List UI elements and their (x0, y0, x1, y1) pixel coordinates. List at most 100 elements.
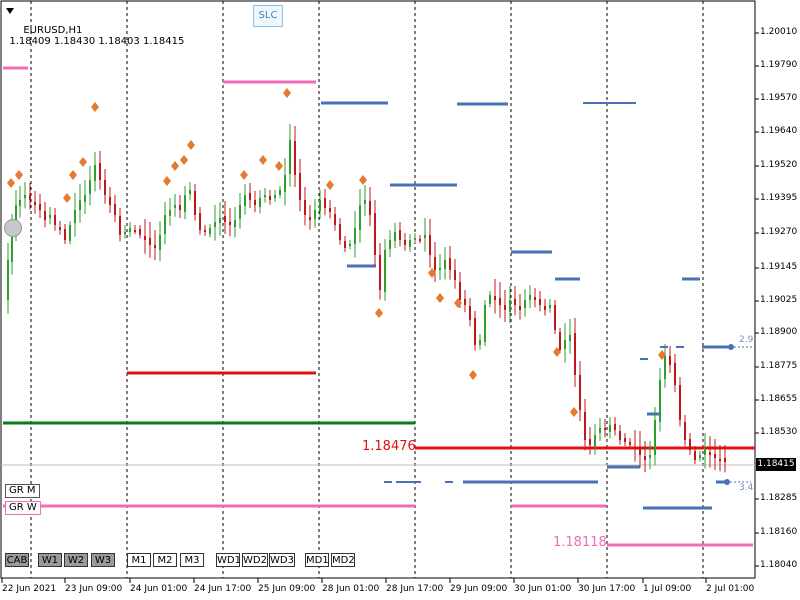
x-axis-label: 24 Jun 17:00 (194, 584, 252, 594)
vertical-gridlines (30, 1, 704, 578)
candle (344, 236, 346, 252)
y-axis-label: 1.18530 (760, 427, 798, 437)
candle (354, 211, 356, 258)
candle (209, 224, 211, 238)
y-axis-label: 1.20010 (760, 27, 798, 37)
candle (559, 328, 561, 354)
candle (429, 219, 431, 268)
y-axis-label: 1.18285 (760, 493, 798, 503)
timeframe-button-m3[interactable]: M3 (180, 553, 204, 567)
x-axis-label: 30 Jun 17:00 (578, 584, 636, 594)
candle (664, 344, 666, 388)
fractal-markers (7, 88, 666, 417)
candle (349, 240, 351, 250)
candle (259, 190, 261, 214)
candle (299, 159, 301, 212)
candle (319, 190, 321, 219)
candle (624, 433, 626, 446)
candle (219, 202, 221, 236)
timeframe-button-md1[interactable]: MD1 (305, 553, 329, 567)
candle (94, 152, 96, 192)
gr-m-marker[interactable]: GR M (5, 484, 40, 498)
candle (704, 433, 706, 469)
gr-w-marker[interactable]: GR W (5, 501, 41, 515)
fractal-diamond (171, 161, 179, 171)
candle (539, 291, 541, 312)
candle (89, 166, 91, 206)
y-axis-label: 1.19395 (760, 193, 798, 203)
candle (534, 288, 536, 308)
candle (104, 169, 106, 204)
candle (499, 282, 501, 318)
slc-button[interactable]: SLC (253, 5, 283, 27)
candle (519, 294, 521, 320)
pink-level-label: 1.18118 (553, 535, 607, 550)
candle (99, 151, 101, 190)
candle (584, 399, 586, 451)
timeframe-button-w3[interactable]: W3 (91, 553, 115, 567)
candle (454, 259, 456, 289)
fractal-diamond (91, 102, 99, 112)
candle (369, 187, 371, 227)
candle (604, 419, 606, 438)
fractal-diamond (79, 157, 87, 167)
timeframe-button-md2[interactable]: MD2 (331, 553, 355, 567)
candle (54, 208, 56, 231)
candle (439, 254, 441, 281)
candle (134, 225, 136, 234)
candle (494, 279, 496, 314)
fractal-diamond (63, 193, 71, 203)
candle (279, 186, 281, 199)
timeframe-button-wd1[interactable]: WD1 (216, 553, 241, 567)
y-axis-label: 1.18160 (760, 527, 798, 537)
level-end-dot (728, 344, 734, 350)
y-axis-label: 1.18040 (760, 560, 798, 570)
fractal-diamond (428, 268, 436, 278)
drag-handle-icon[interactable] (4, 219, 22, 237)
timeframe-button-m1[interactable]: M1 (127, 553, 151, 567)
candle (339, 218, 341, 245)
candle (289, 124, 291, 187)
x-axis-label: 29 Jun 09:00 (450, 584, 508, 594)
candle (564, 323, 566, 363)
fractal-diamond (259, 155, 267, 165)
candle (244, 184, 246, 215)
fractal-diamond (15, 170, 23, 180)
fractal-diamond (454, 298, 462, 308)
timeframe-button-w1[interactable]: W1 (38, 553, 62, 567)
candle (719, 445, 721, 472)
candle (334, 207, 336, 231)
candle (474, 311, 476, 351)
candle (394, 223, 396, 249)
candle (229, 208, 231, 237)
candle (119, 208, 121, 242)
candle (124, 225, 126, 239)
y-axis-label: 1.19270 (760, 227, 798, 237)
timeframe-button-w2[interactable]: W2 (64, 553, 88, 567)
candle (464, 290, 466, 313)
fractal-diamond (283, 88, 291, 98)
timeframe-button-wd3[interactable]: WD3 (269, 553, 295, 567)
x-axis-label: 24 Jun 01:00 (130, 584, 188, 594)
fractal-diamond (570, 407, 578, 417)
timeframe-button-m2[interactable]: M2 (153, 553, 177, 567)
candle (644, 441, 646, 472)
candle (589, 427, 591, 455)
candle (49, 207, 51, 225)
candle (324, 189, 326, 216)
candle (574, 318, 576, 387)
candle (169, 198, 171, 226)
timeframe-button-wd2[interactable]: WD2 (242, 553, 268, 567)
candle (199, 207, 201, 235)
candle (379, 243, 381, 300)
fractal-diamond (180, 155, 188, 165)
candle (329, 200, 331, 219)
candle (384, 239, 386, 301)
timeframe-button-cab[interactable]: CAB (5, 553, 29, 567)
chart-frame (0, 0, 756, 579)
current-price-badge: 1.18415 (756, 458, 796, 471)
candle (109, 187, 111, 213)
candle (509, 286, 511, 324)
candle (699, 451, 701, 462)
